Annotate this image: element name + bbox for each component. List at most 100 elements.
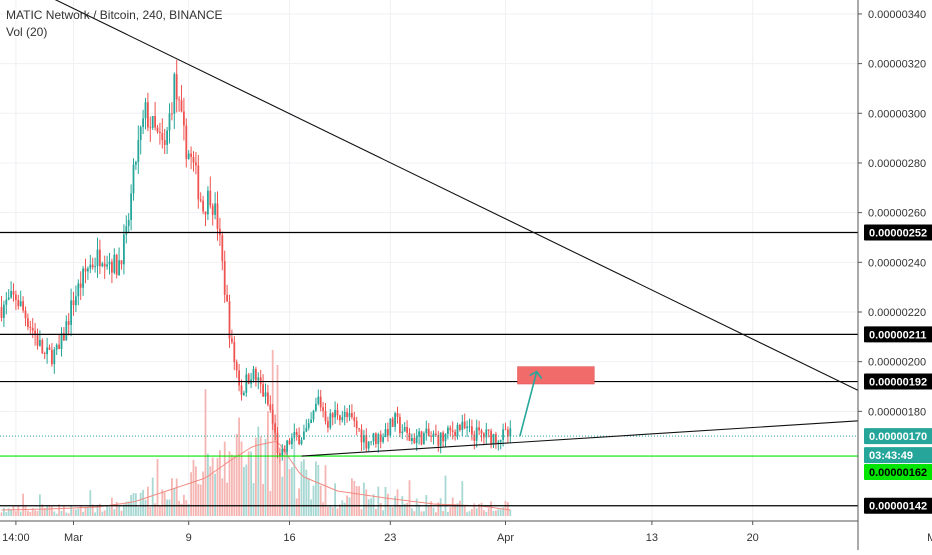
volume-bar (267, 411, 269, 516)
volume-bar (149, 507, 151, 516)
volume-bar (353, 481, 355, 516)
candle-body (147, 102, 149, 127)
candle-body (193, 157, 195, 163)
x-tick-label: 16 (283, 532, 295, 544)
volume-bar (173, 488, 175, 516)
volume-bar (260, 436, 262, 516)
level-price-label: 0.00000211 (869, 329, 927, 341)
volume-bar (245, 465, 247, 516)
volume-bar (385, 487, 387, 516)
volume-bar (313, 486, 315, 516)
candle-body (370, 441, 372, 442)
volume-bar (322, 502, 324, 516)
candle-body (226, 295, 228, 302)
volume-bar (471, 509, 473, 516)
candle-body (212, 206, 214, 215)
volume-bar (476, 508, 478, 516)
volume-bar (87, 507, 89, 516)
candle-body (236, 362, 238, 370)
volume-bar (10, 510, 12, 516)
candle-body (22, 301, 24, 310)
candle-body (94, 266, 96, 267)
volume-bar (197, 484, 199, 516)
volume-bar (505, 501, 507, 516)
volume-bar (217, 458, 219, 516)
volume-bar (176, 479, 178, 516)
candle-body (145, 102, 147, 118)
volume-bar (461, 481, 463, 516)
volume-bar (224, 442, 226, 516)
candle-body (207, 191, 209, 215)
chart-title[interactable]: MATIC Network / Bitcoin, 240, BINANCE (6, 7, 223, 24)
candle-body (466, 427, 468, 429)
candle-body (80, 284, 82, 288)
candle-body (404, 427, 406, 432)
candle-body (279, 453, 281, 455)
indicator-label[interactable]: Vol (20) (6, 24, 223, 41)
volume-bar (433, 508, 435, 516)
candle-body (92, 265, 94, 267)
candle-body (356, 421, 358, 428)
volume-bar (493, 511, 495, 516)
volume-bar (416, 499, 418, 516)
volume-bar (85, 508, 87, 516)
volume-bar (296, 498, 298, 516)
candle-body (303, 432, 305, 440)
candle-body (109, 262, 111, 265)
candle-body (459, 425, 461, 430)
candle-body (17, 300, 19, 306)
volume-bar (341, 500, 343, 516)
volume-bar (34, 510, 36, 516)
candle-body (445, 434, 447, 441)
candle-body (373, 433, 375, 441)
candle-body (195, 162, 197, 165)
candle-body (313, 411, 315, 420)
y-tick-label: 0.00000200 (868, 357, 926, 369)
candle-body (10, 291, 12, 297)
candle-body (397, 413, 399, 417)
candle-body (332, 413, 334, 417)
volume-bar (320, 486, 322, 516)
volume-bar (334, 483, 336, 516)
volume-bar (272, 350, 274, 516)
y-tick-label: 0.00000280 (868, 158, 926, 170)
y-tick-label: 0.00000300 (868, 108, 926, 120)
volume-bar (106, 506, 108, 516)
volume-bar (423, 511, 425, 516)
candle-body (509, 428, 511, 436)
candle-body (13, 291, 15, 295)
target-box[interactable] (518, 367, 595, 384)
candle-body (409, 433, 411, 441)
candle-body (394, 413, 396, 427)
candle-body (15, 295, 17, 300)
candle-body (65, 321, 67, 340)
candle-body (488, 429, 490, 430)
x-tick-label: Mar (64, 532, 83, 544)
candle-body (375, 433, 377, 444)
volume-bar (411, 508, 413, 516)
candle-body (481, 430, 483, 433)
volume-bar (113, 509, 115, 516)
volume-bar (269, 491, 271, 516)
candle-body (337, 410, 339, 415)
candle-body (353, 417, 355, 421)
candle-body (365, 435, 367, 448)
volume-bar (15, 511, 17, 516)
candle-body (229, 301, 231, 338)
volume-bar (413, 511, 415, 516)
candle-body (483, 433, 485, 437)
volume-bar (109, 507, 111, 516)
candle-body (51, 350, 53, 364)
volume-bar (435, 512, 437, 516)
volume-bar (161, 489, 163, 516)
volume-bar (452, 498, 454, 516)
candle-body (73, 300, 75, 305)
x-tick-label: May (927, 532, 932, 544)
volume-bar (137, 507, 139, 516)
candle-body (5, 300, 7, 305)
volume-bar (485, 512, 487, 516)
candle-body (128, 220, 130, 226)
candle-body (99, 250, 101, 267)
